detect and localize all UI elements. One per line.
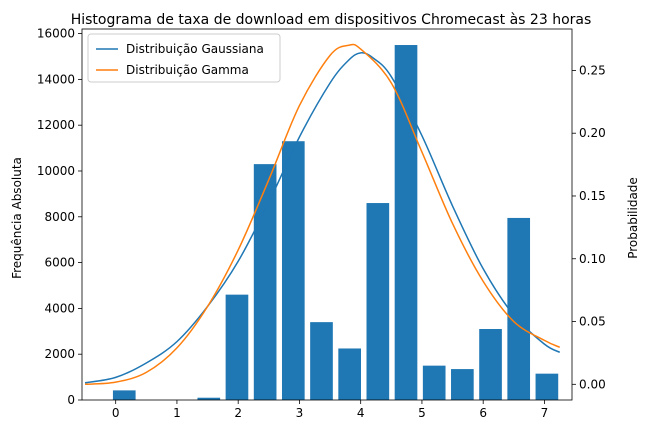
- legend-entry: Distribuição Gaussiana: [126, 42, 264, 56]
- histogram-bar: [451, 369, 474, 400]
- histogram-bar: [310, 322, 333, 400]
- legend-entry: Distribuição Gamma: [126, 63, 249, 77]
- y-tick-label: 6000: [44, 256, 75, 270]
- x-tick-label: 2: [234, 406, 242, 420]
- lines-layer: [84, 43, 561, 386]
- histogram-bar: [535, 373, 559, 400]
- x-tick-label: 0: [112, 406, 120, 420]
- y2-tick-label: 0.15: [579, 189, 606, 203]
- y2-tick-label: 0.25: [579, 63, 606, 77]
- histogram-bar: [281, 141, 305, 400]
- histogram-bar: [338, 348, 361, 400]
- gaussian-distribution-line: [84, 52, 561, 384]
- y2-tick-label: 0.05: [579, 315, 606, 329]
- y-tick-label: 12000: [37, 118, 75, 132]
- x-tick-label: 3: [296, 406, 304, 420]
- histogram-bar: [422, 365, 446, 400]
- x-tick-label: 5: [418, 406, 426, 420]
- x-tick-label: 7: [541, 406, 549, 420]
- y-tick-label: 4000: [44, 301, 75, 315]
- bars-layer: [112, 45, 559, 400]
- histogram-bar: [507, 217, 531, 400]
- y-tick-label: 2000: [44, 347, 75, 361]
- x-tick-label: 1: [173, 406, 181, 420]
- y-tick-label: 16000: [37, 27, 75, 41]
- y-tick-label: 8000: [44, 210, 75, 224]
- legend-box: [87, 33, 281, 83]
- chart-title: Histograma de taxa de download em dispos…: [71, 12, 592, 28]
- x-tick-label: 6: [479, 406, 487, 420]
- y-tick-label: 0: [67, 393, 75, 407]
- histogram-bar: [112, 390, 136, 400]
- legend: Distribuição Gaussiana Distribuição Gamma: [87, 33, 281, 83]
- histogram-bar: [197, 397, 221, 400]
- x-tick-label: 4: [357, 406, 365, 420]
- secondary-y-axis-label: Probabilidade: [626, 177, 640, 259]
- y2-tick-label: 0.10: [579, 252, 606, 266]
- plot-frame: [81, 28, 573, 401]
- y-axis-label: Frequência Absoluta: [10, 157, 24, 279]
- histogram-bar: [225, 294, 249, 400]
- histogram-bar: [394, 45, 418, 400]
- y2-tick-label: 0.20: [579, 126, 606, 140]
- y-tick-label: 10000: [37, 164, 75, 178]
- histogram-bar: [366, 203, 390, 400]
- y-tick-label: 14000: [37, 72, 75, 86]
- axes-layer: 0 1 2 3 4 5 6 7 0 2000 4000 6000 8000 10000 12000 14000…: [37, 27, 606, 420]
- gamma-distribution-line: [85, 43, 561, 386]
- y2-tick-label: 0.00: [579, 377, 606, 391]
- histogram-bar: [479, 329, 502, 400]
- histogram-bar: [253, 164, 277, 400]
